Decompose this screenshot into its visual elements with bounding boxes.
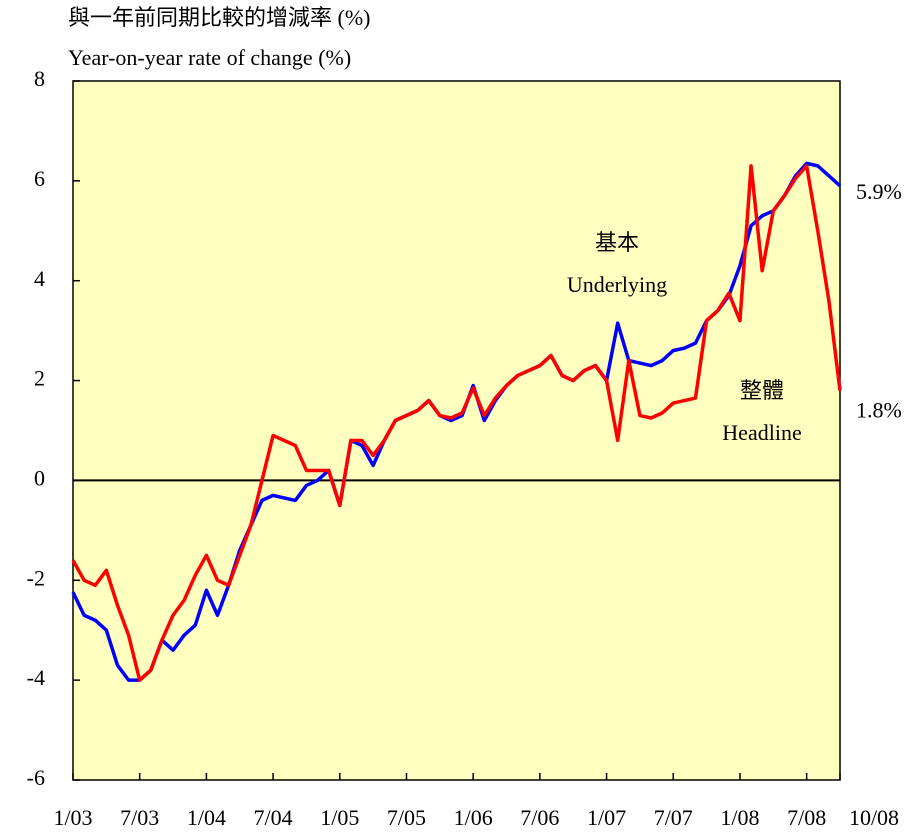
x-tick-label: 1/08: [720, 805, 759, 830]
legend-label-zh: 基本: [595, 230, 639, 255]
x-tick-label: 1/06: [454, 805, 493, 830]
y-tick-label: 0: [34, 465, 45, 490]
y-tick-label: -6: [27, 765, 45, 790]
x-tick-label: 7/08: [787, 805, 826, 830]
x-tick-label: 1/07: [587, 805, 626, 830]
chart-title: Year-on-year rate of change (%): [68, 45, 351, 70]
y-tick-label: 4: [34, 266, 45, 291]
x-tick-label: 7/05: [387, 805, 426, 830]
legend-label-zh: 整體: [740, 378, 784, 403]
legend-label: Underlying: [567, 272, 667, 297]
x-tick-label: 1/05: [320, 805, 359, 830]
y-tick-label: -4: [27, 665, 45, 690]
series-line: [71, 164, 842, 682]
chart-title-zh: 與一年前同期比較的增減率 (%): [68, 5, 370, 30]
y-tick-label: 8: [34, 66, 45, 91]
x-tick-label: 7/07: [654, 805, 693, 830]
x-tick-label: 10/08: [849, 805, 899, 830]
x-tick-label: 1/03: [53, 805, 92, 830]
x-tick-label: 7/06: [520, 805, 559, 830]
end-label: 1.8%: [856, 398, 902, 423]
x-tick-label: 7/03: [120, 805, 159, 830]
x-tick-label: 1/04: [187, 805, 226, 830]
x-tick-label: 7/04: [254, 805, 293, 830]
y-tick-label: 2: [34, 366, 45, 391]
end-label: 5.9%: [856, 179, 902, 204]
y-tick-label: 6: [34, 166, 45, 191]
plot-area: [72, 80, 841, 781]
y-tick-label: -2: [27, 565, 45, 590]
legend-label: Headline: [722, 420, 801, 445]
